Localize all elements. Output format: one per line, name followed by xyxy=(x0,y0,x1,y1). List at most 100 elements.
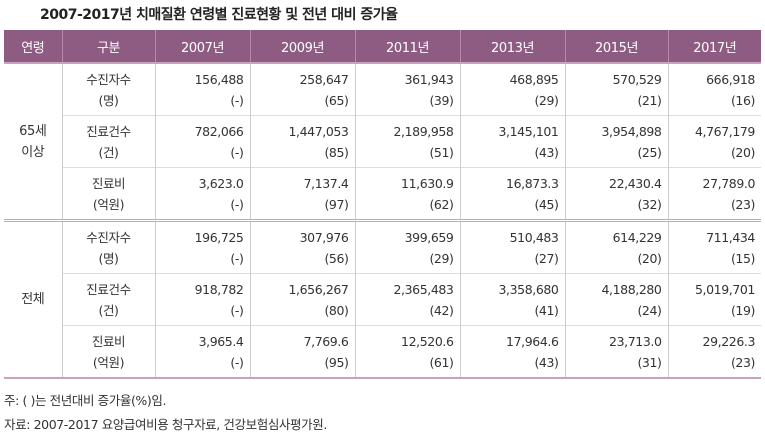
value: 12,520.6 xyxy=(401,333,454,349)
value-cell: 12,520.6 (61) xyxy=(354,325,460,378)
growth-rate: (65) xyxy=(324,92,349,108)
growth-rate: (31) xyxy=(637,354,662,370)
category-unit: (명) xyxy=(98,250,119,266)
growth-rate: (39) xyxy=(429,92,454,108)
value-cell: 399,659 (29) xyxy=(354,219,460,274)
table-row: 진료비 (억원) 3,623.0 (-) 7,137.4 (97) 11,630.9 (62)… xyxy=(4,167,761,221)
growth-rate: (45) xyxy=(534,196,559,212)
value-cell: 23,713.0 (31) xyxy=(564,325,668,378)
growth-rate: (20) xyxy=(730,144,755,160)
category-cell: 진료비 (억원) xyxy=(61,325,155,378)
growth-rate: (51) xyxy=(429,144,454,160)
growth-rate: (32) xyxy=(637,196,662,212)
growth-rate: (61) xyxy=(429,354,454,370)
table-row: 진료건수 (건) 782,066 (-) 1,447,053 (85) 2,189,958 (… xyxy=(4,115,761,168)
growth-rate: (-) xyxy=(230,196,244,212)
category-unit: (건) xyxy=(98,144,119,160)
value-cell: 307,976 (56) xyxy=(249,219,355,274)
value-cell: 1,656,267 (80) xyxy=(249,273,355,326)
value-cell: 7,137.4 (97) xyxy=(249,167,355,221)
growth-rate: (43) xyxy=(534,354,559,370)
growth-rate: (16) xyxy=(730,92,755,108)
value: 1,656,267 xyxy=(288,281,349,297)
value-cell: 3,358,680 (41) xyxy=(459,273,565,326)
value: 3,965.4 xyxy=(198,333,244,349)
category-unit: (명) xyxy=(98,92,119,108)
value: 2,189,958 xyxy=(393,123,454,139)
table-row: 전체 수진자수 (명) 196,725 (-) 307,976 (56) 399,659 (29… xyxy=(4,219,761,378)
growth-rate: (42) xyxy=(429,302,454,318)
column-header: 2013년 xyxy=(459,30,565,63)
value: 3,145,101 xyxy=(498,123,559,139)
growth-rate: (20) xyxy=(637,250,662,266)
growth-rate: (62) xyxy=(429,196,454,212)
value: 29,226.3 xyxy=(702,333,756,349)
growth-rate: (25) xyxy=(637,144,662,160)
value-cell: 17,964.6 (43) xyxy=(459,325,565,378)
value: 4,188,280 xyxy=(601,281,662,297)
value-cell: 3,965.4 (-) xyxy=(154,325,250,378)
column-header: 2015년 xyxy=(564,30,668,63)
growth-rate: (80) xyxy=(324,302,349,318)
value: 614,229 xyxy=(612,229,662,245)
value-cell: 711,434 (15) xyxy=(667,219,761,274)
growth-rate: (27) xyxy=(534,250,559,266)
value: 17,964.6 xyxy=(506,333,559,349)
value-cell: 510,483 (27) xyxy=(459,219,565,274)
value-cell: 2,365,483 (42) xyxy=(354,273,460,326)
category-label: 진료건수 xyxy=(86,281,131,297)
category-cell: 진료건수 (건) xyxy=(61,273,155,326)
age-group-cell: 전체 xyxy=(4,219,62,378)
category-cell: 수진자수 (명) xyxy=(61,219,155,274)
growth-rate: (23) xyxy=(730,354,755,370)
age-group-label: 전체 xyxy=(21,292,45,307)
value: 11,630.9 xyxy=(401,175,454,191)
growth-rate: (41) xyxy=(534,302,559,318)
category-unit: (억원) xyxy=(92,354,125,370)
value-cell: 570,529 (21) xyxy=(564,62,668,116)
value-cell: 3,623.0 (-) xyxy=(154,167,250,221)
value-cell: 2,189,958 (51) xyxy=(354,115,460,168)
category-label: 진료비 xyxy=(91,175,126,191)
value: 1,447,053 xyxy=(288,123,349,139)
header-row: 연령 구분 2007년 2009년 2011년 2013년 2015년 2017년 xyxy=(4,30,761,63)
table-row: 진료비 (억원) 3,965.4 (-) 7,769.6 (95) 12,520.6 (61)… xyxy=(4,325,761,378)
column-header: 2009년 xyxy=(249,30,355,63)
value: 22,430.4 xyxy=(609,175,662,191)
column-header: 구분 xyxy=(61,30,155,63)
value-cell: 5,019,701 (19) xyxy=(667,273,761,326)
category-unit: (건) xyxy=(98,302,119,318)
value: 510,483 xyxy=(509,229,559,245)
table-row: 65세 이상 수진자수 (명) 156,488 (-) 258,647 (65) 361,943… xyxy=(4,62,761,221)
growth-rate: (97) xyxy=(324,196,349,212)
value-cell: 468,895 (29) xyxy=(459,62,565,116)
value-cell: 29,226.3 (23) xyxy=(667,325,761,378)
growth-rate: (-) xyxy=(230,302,244,318)
column-header: 연령 xyxy=(4,30,62,63)
value: 27,789.0 xyxy=(702,175,756,191)
value: 156,488 xyxy=(194,71,244,87)
growth-rate: (19) xyxy=(730,302,755,318)
age-group-label: 이상 xyxy=(21,144,45,160)
value: 5,019,701 xyxy=(694,281,755,297)
growth-rate: (43) xyxy=(534,144,559,160)
value-cell: 27,789.0 (23) xyxy=(667,167,761,221)
value-cell: 614,229 (20) xyxy=(564,219,668,274)
value-cell: 4,767,179 (20) xyxy=(667,115,761,168)
footnote: 주: ( )는 전년대비 증가율(%)임. xyxy=(4,393,167,408)
value-cell: 7,769.6 (95) xyxy=(249,325,355,378)
table-title: 2007-2017년 치매질환 연령별 진료현황 및 전년 대비 증가율 xyxy=(40,7,398,23)
value-cell: 22,430.4 (32) xyxy=(564,167,668,221)
growth-rate: (24) xyxy=(637,302,662,318)
value-cell: 3,954,898 (25) xyxy=(564,115,668,168)
value-cell: 1,447,053 (85) xyxy=(249,115,355,168)
value-cell: 258,647 (65) xyxy=(249,62,355,116)
value: 2,365,483 xyxy=(393,281,454,297)
value: 570,529 xyxy=(612,71,662,87)
value: 361,943 xyxy=(404,71,454,87)
growth-rate: (95) xyxy=(324,354,349,370)
category-label: 수진자수 xyxy=(86,71,131,87)
value-cell: 918,782 (-) xyxy=(154,273,250,326)
growth-rate: (29) xyxy=(429,250,454,266)
category-cell: 진료건수 (건) xyxy=(61,115,155,168)
